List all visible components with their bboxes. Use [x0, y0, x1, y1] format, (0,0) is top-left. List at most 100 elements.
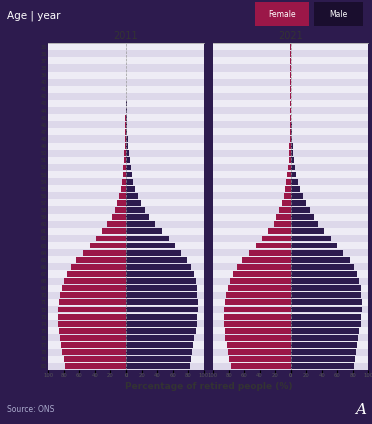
Bar: [59, 299, 126, 305]
Bar: [108, 221, 126, 227]
Bar: [48, 214, 126, 221]
Bar: [48, 93, 126, 100]
Text: Female: Female: [268, 10, 296, 19]
Bar: [48, 228, 126, 235]
Bar: [126, 299, 204, 306]
Bar: [291, 150, 294, 156]
Bar: [126, 164, 204, 171]
Bar: [48, 285, 126, 292]
Bar: [291, 150, 368, 157]
Bar: [126, 150, 129, 156]
Bar: [291, 257, 350, 263]
Bar: [126, 328, 196, 334]
Bar: [291, 93, 368, 100]
Bar: [126, 86, 204, 93]
Bar: [213, 86, 291, 93]
Bar: [291, 271, 368, 278]
Bar: [291, 256, 368, 263]
Bar: [48, 43, 126, 50]
Bar: [126, 192, 204, 199]
Bar: [126, 185, 204, 192]
Bar: [213, 235, 291, 242]
Bar: [126, 121, 204, 128]
Bar: [283, 193, 291, 199]
Bar: [213, 64, 291, 72]
Bar: [48, 78, 126, 86]
Bar: [291, 221, 368, 228]
Bar: [126, 327, 204, 335]
Bar: [126, 193, 138, 199]
Bar: [291, 250, 343, 256]
Bar: [279, 207, 291, 213]
Bar: [48, 349, 126, 356]
Bar: [213, 221, 291, 228]
Bar: [48, 221, 126, 228]
Bar: [291, 356, 368, 363]
Bar: [126, 228, 204, 235]
Bar: [291, 349, 356, 355]
Bar: [243, 257, 291, 263]
Bar: [226, 293, 291, 298]
Bar: [291, 178, 368, 185]
Bar: [224, 307, 291, 312]
Bar: [291, 299, 362, 305]
Bar: [48, 335, 126, 341]
Bar: [291, 321, 360, 326]
Bar: [48, 263, 126, 271]
Bar: [213, 171, 291, 178]
Bar: [291, 314, 361, 320]
Bar: [291, 243, 337, 248]
Bar: [291, 335, 358, 341]
Bar: [291, 214, 314, 220]
Bar: [213, 242, 291, 249]
Bar: [291, 236, 331, 241]
Bar: [48, 121, 126, 128]
Bar: [124, 165, 126, 170]
Bar: [126, 271, 204, 278]
Bar: [291, 328, 359, 334]
Bar: [71, 264, 126, 270]
Bar: [48, 135, 126, 142]
Bar: [126, 293, 198, 298]
Bar: [58, 314, 126, 320]
Bar: [126, 142, 204, 150]
Bar: [126, 257, 187, 263]
Bar: [213, 93, 291, 100]
Bar: [289, 150, 291, 156]
Bar: [126, 206, 204, 214]
Bar: [213, 114, 291, 121]
Bar: [213, 292, 291, 299]
Bar: [225, 299, 291, 305]
Bar: [291, 64, 368, 72]
Bar: [291, 335, 368, 341]
Bar: [213, 341, 291, 349]
Bar: [58, 307, 126, 312]
Bar: [119, 193, 126, 199]
Bar: [291, 285, 368, 292]
Bar: [291, 221, 318, 227]
Bar: [290, 129, 291, 135]
Bar: [48, 192, 126, 199]
Bar: [126, 136, 128, 142]
Bar: [291, 171, 368, 178]
Bar: [126, 150, 204, 157]
Bar: [126, 214, 149, 220]
Bar: [126, 271, 194, 277]
Bar: [291, 299, 368, 306]
Bar: [291, 100, 368, 107]
Bar: [291, 193, 303, 199]
Bar: [48, 299, 126, 306]
Bar: [225, 335, 291, 341]
Bar: [213, 263, 291, 271]
Bar: [291, 320, 368, 327]
Bar: [126, 72, 204, 78]
Bar: [250, 250, 291, 256]
Bar: [213, 249, 291, 256]
Text: Source: ONS: Source: ONS: [7, 405, 55, 414]
Bar: [48, 150, 126, 157]
Bar: [291, 185, 368, 192]
Bar: [289, 143, 291, 149]
Bar: [314, 2, 363, 26]
Bar: [126, 243, 175, 248]
Bar: [126, 100, 204, 107]
